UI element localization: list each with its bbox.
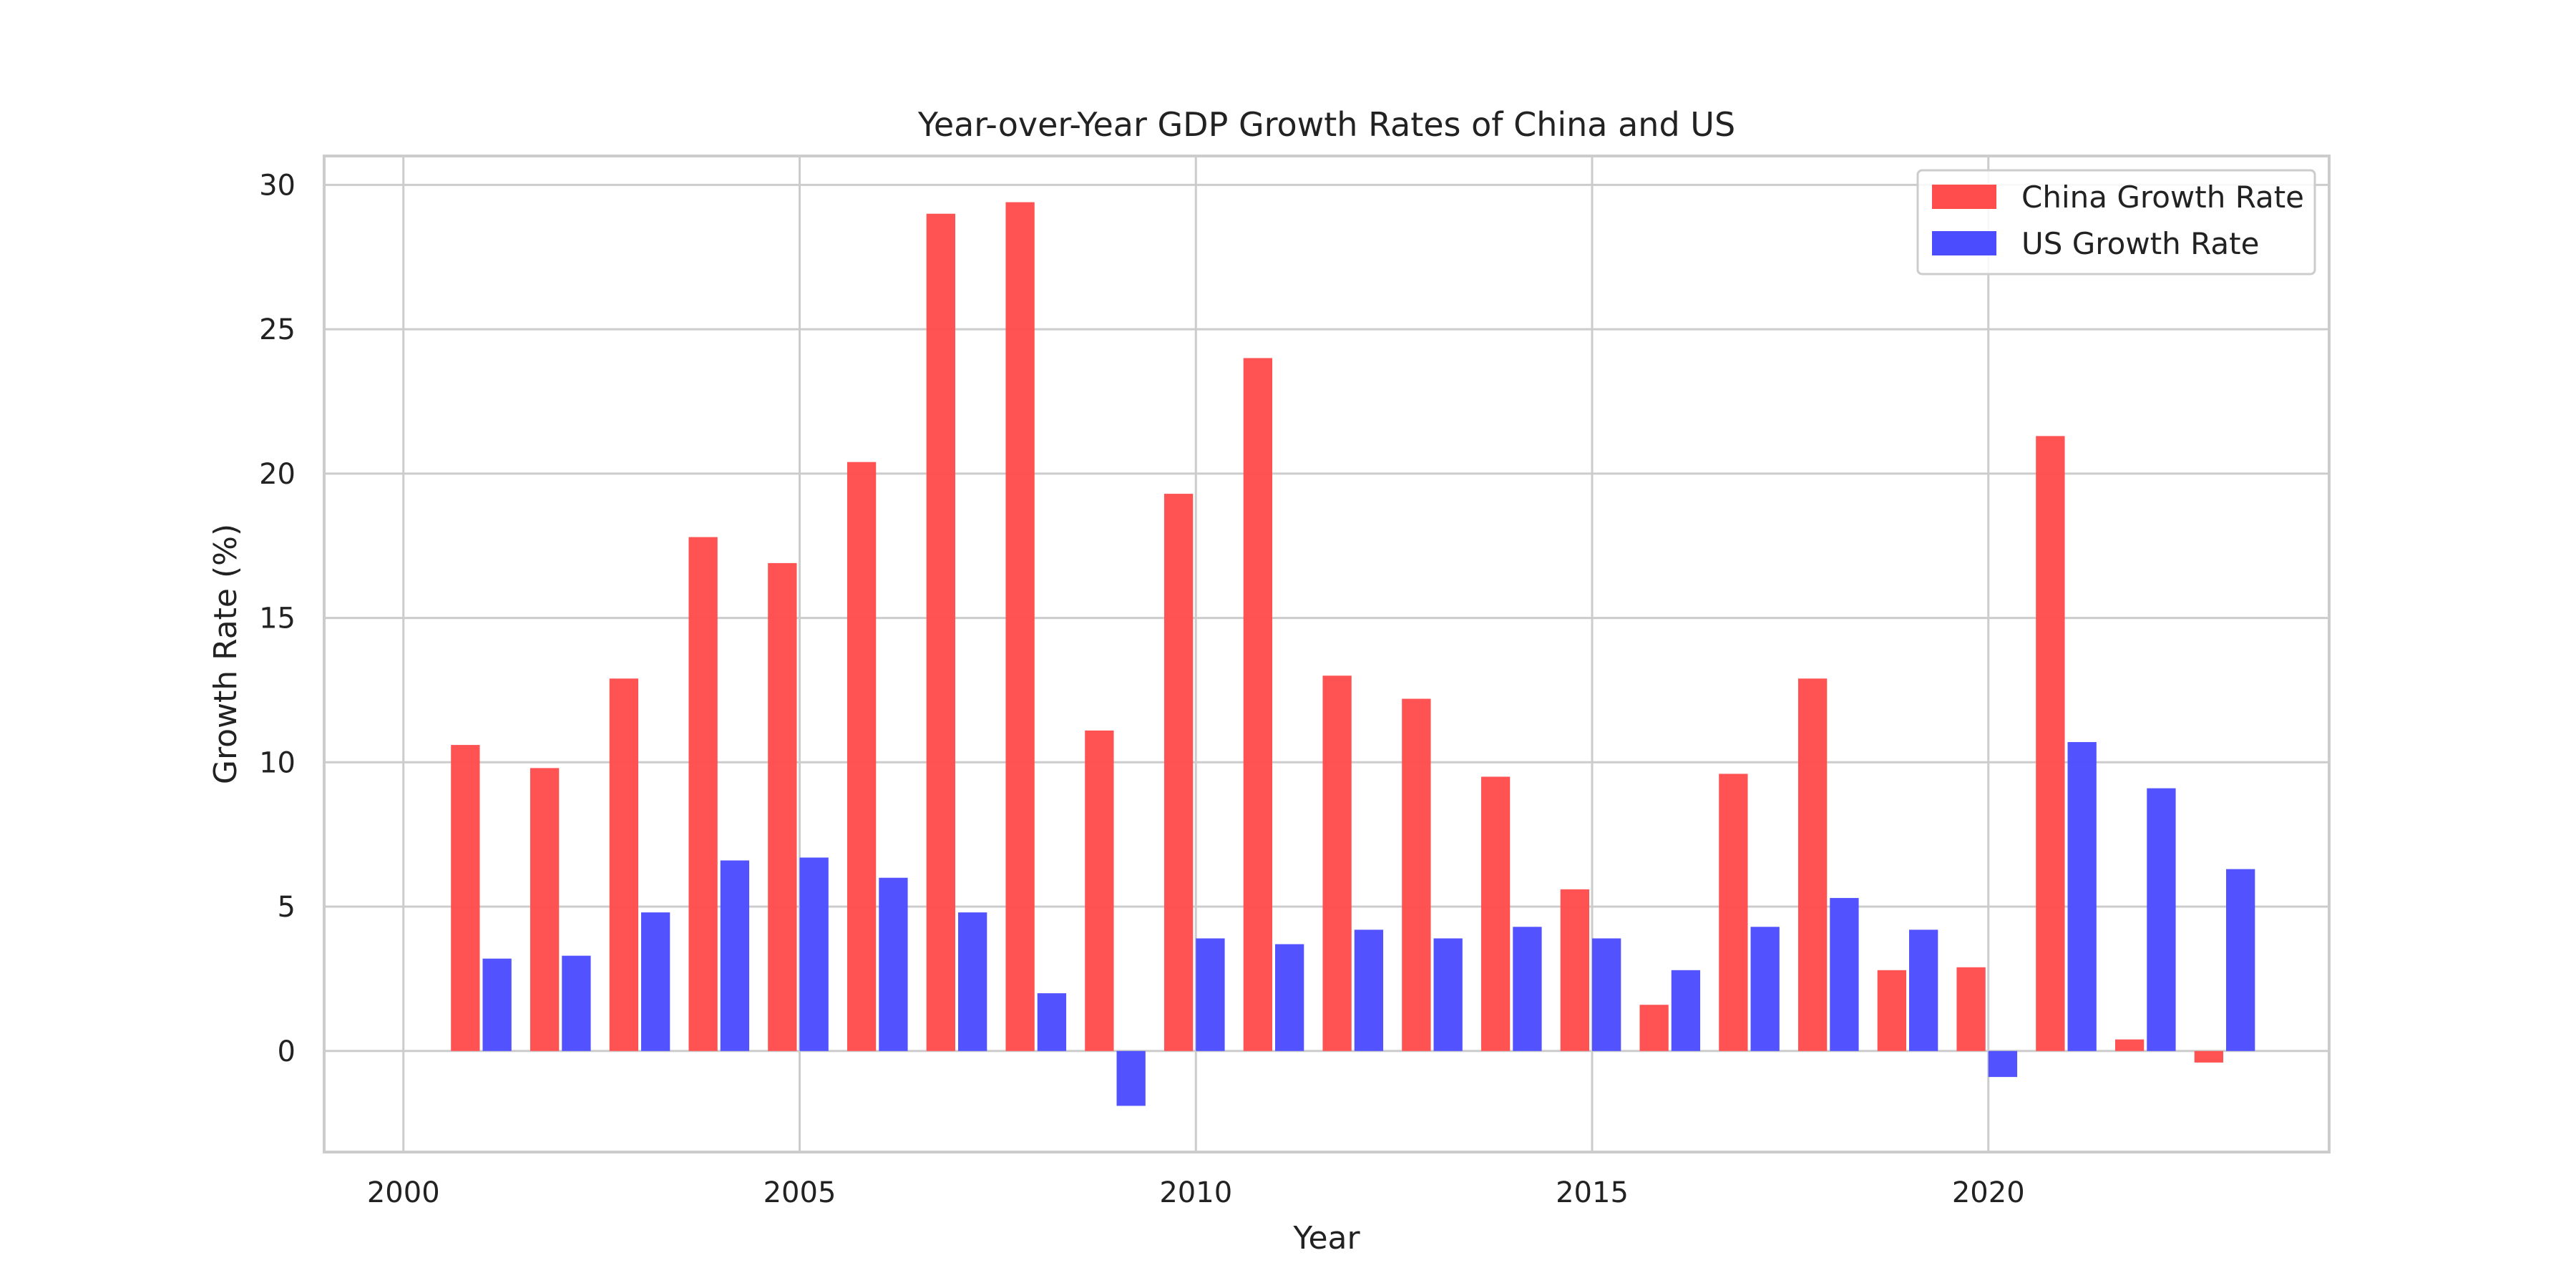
legend: China Growth Rate US Growth Rate [1916,169,2316,275]
us-bar [1830,897,1859,1051]
china-bar [768,562,797,1051]
legend-label-us: US Growth Rate [2021,226,2259,261]
us-bar [720,860,750,1051]
us-bar [958,912,987,1051]
x-tick-label: 2010 [1159,1176,1232,1209]
china-bar [1163,494,1194,1051]
us-bar [641,912,670,1051]
us-bar [1433,938,1463,1051]
y-tick-label: 20 [259,458,296,491]
y-tick-label: 10 [259,746,296,779]
y-axis-label: Growth Rate (%) [208,524,244,784]
x-tick-label: 2005 [763,1176,836,1209]
bars [451,202,2255,1106]
legend-label-china: China Growth Rate [2021,180,2304,215]
us-bar [1196,938,1225,1051]
china-bar [1322,675,1352,1051]
china-bar [1005,202,1035,1051]
china-bar [1956,967,1986,1051]
y-tick-label: 5 [278,891,296,924]
china-bar [1243,358,1273,1051]
legend-swatch-china [1932,185,1996,209]
us-bar [1988,1050,2018,1078]
china-bar [847,462,877,1051]
y-tick-label: 30 [259,169,296,202]
china-bar [1560,889,1590,1051]
y-tick-label: 15 [259,602,296,635]
tick-labels: 0 5 10 15 20 25 30 2000 2005 2010 2015 2020 [259,169,2025,1209]
plot-frame [323,155,2331,1153]
us-bar [1037,993,1067,1051]
us-bar [799,857,829,1051]
legend-swatch-us [1932,231,1996,255]
us-bar [482,958,512,1051]
us-bar [2067,742,2097,1051]
china-bar [451,745,480,1051]
china-bar [2194,1050,2224,1063]
china-bar [1480,776,1511,1051]
china-bar [926,213,956,1051]
us-bar [879,877,908,1051]
us-bar [1513,927,1542,1051]
us-bar [1909,930,1938,1051]
us-bar [1671,970,1701,1051]
legend-box [1916,169,2316,275]
china-bar [1797,678,1828,1051]
x-tick-label: 2020 [1952,1176,2025,1209]
china-bar [1877,970,1907,1051]
us-bar [2147,788,2176,1051]
china-bar [1085,730,1114,1051]
china-bar [609,678,639,1051]
china-bar [2036,436,2065,1051]
us-bar [562,955,591,1051]
china-bar [688,537,718,1051]
china-bar [530,768,560,1051]
us-bar [1275,944,1304,1051]
us-bar [1354,930,1384,1051]
x-tick-label: 2000 [367,1176,440,1209]
china-bar [1719,774,1748,1051]
us-bar [1116,1050,1146,1106]
china-bar [1402,698,1431,1051]
us-bar [1592,938,1621,1051]
china-bar [2114,1039,2145,1051]
y-tick-label: 25 [259,313,296,346]
us-bar [1750,927,1780,1051]
y-tick-label: 0 [278,1035,296,1068]
china-bar [1639,1005,1669,1051]
us-bar [2226,869,2255,1051]
x-axis-label: Year [1292,1220,1360,1257]
chart-title: Year-over-Year GDP Growth Rates of China… [917,105,1735,144]
x-tick-label: 2015 [1556,1176,1629,1209]
